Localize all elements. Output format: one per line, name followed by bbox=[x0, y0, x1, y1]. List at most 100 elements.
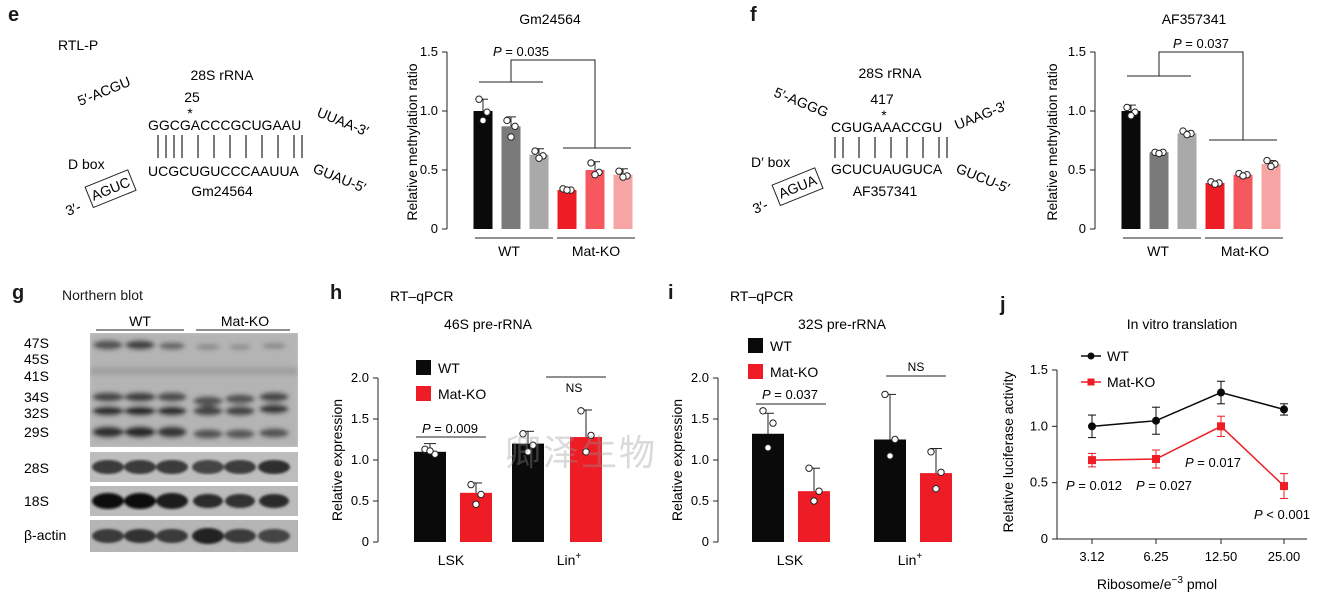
snorna-3prime: 3′- bbox=[63, 198, 83, 219]
chart-j-series-line bbox=[1091, 425, 1285, 487]
chart-h-xlabel-lsk: LSK bbox=[438, 552, 465, 568]
chart-f-data-point bbox=[1211, 180, 1219, 188]
chart-i-y-tick-label: 2.0 bbox=[691, 370, 709, 385]
chart-f-data-point bbox=[1127, 112, 1135, 120]
chart-j-x-tick-label: 6.25 bbox=[1143, 549, 1168, 564]
chart-j-point-wt bbox=[1217, 388, 1225, 397]
panel-label-i: i bbox=[668, 282, 674, 304]
star-mark-f: * bbox=[881, 107, 887, 123]
chart-i-data-point bbox=[932, 485, 940, 493]
chart-f-bar bbox=[1121, 111, 1141, 229]
dbox-label: D box bbox=[68, 156, 105, 172]
chart-f-data-point bbox=[1155, 149, 1163, 158]
band-34s: 34S bbox=[24, 389, 49, 405]
chart-f-data-point bbox=[1263, 156, 1271, 165]
chart-f-y-tick-label: 0.5 bbox=[1068, 162, 1086, 177]
chart-e-bar bbox=[585, 170, 605, 229]
chart-i-plot: 0 0.5 1.0 1.5 2.0 bbox=[691, 370, 952, 549]
chart-e-data-point bbox=[483, 108, 491, 116]
chart-j-legend-ko: Mat-KO bbox=[1107, 374, 1155, 390]
rrna-3prime-f: UAAG-3′ bbox=[952, 97, 1009, 132]
band-47s: 47S bbox=[24, 335, 49, 351]
chart-f-bar bbox=[1261, 164, 1281, 229]
chart-j-y-tick-label: 0.5 bbox=[1030, 475, 1048, 490]
chart-e-bar bbox=[613, 174, 633, 229]
chart-j-point-ko bbox=[1280, 482, 1288, 491]
band-18s: 18S bbox=[24, 493, 49, 509]
base-pair-lines bbox=[157, 135, 303, 158]
dbox-box: AGUC bbox=[84, 169, 137, 209]
chart-i-method: RT–qPCR bbox=[730, 288, 794, 304]
blot-image-28s bbox=[90, 452, 298, 482]
chart-h-data-point bbox=[477, 490, 485, 499]
star-mark: * bbox=[187, 105, 193, 121]
chart-e-bar bbox=[557, 190, 577, 229]
rrna-label-f: 28S rRNA bbox=[858, 65, 922, 81]
dbox-label-f: D′ box bbox=[751, 154, 790, 170]
band-41s: 41S bbox=[24, 368, 49, 384]
chart-e-data-point bbox=[475, 95, 483, 103]
chart-f-bar bbox=[1233, 174, 1253, 229]
chart-f-data-point bbox=[1267, 162, 1275, 171]
chart-f-data-point bbox=[1183, 130, 1191, 139]
chart-h-data-point bbox=[467, 480, 475, 489]
snorna-5prime: GUAU-5′ bbox=[311, 160, 369, 196]
chart-f-data-point bbox=[1239, 172, 1247, 180]
rrna-5prime-f: 5′-AGGG bbox=[772, 84, 831, 120]
dbox-seq-f: AGUA bbox=[776, 172, 819, 202]
position-label-f: 417 bbox=[870, 91, 894, 107]
blot-group-wt: WT bbox=[129, 313, 151, 329]
chart-e-significance-bracket bbox=[479, 59, 631, 149]
chart-h-y-tick-label: 2.0 bbox=[351, 370, 369, 385]
chart-j-pvalue-1: P = 0.012 bbox=[1066, 478, 1122, 493]
rrna-top-seq-f: CGUGAAACCGU bbox=[831, 119, 942, 135]
chart-f-ylabel: Relative methylation ratio bbox=[1044, 63, 1060, 220]
chart-j-legend-wt: WT bbox=[1107, 348, 1129, 364]
chart-i-legend-ko-swatch bbox=[748, 364, 763, 379]
panel-label-e: e bbox=[8, 4, 20, 26]
chart-i-data-point bbox=[805, 464, 813, 472]
chart-e-title: Gm24564 bbox=[519, 11, 581, 27]
chart-i-data-point bbox=[769, 419, 777, 427]
position-label: 25 bbox=[184, 89, 200, 105]
panel-label-j: j bbox=[1000, 294, 1006, 316]
chart-j: In vitro translation Relative luciferase… bbox=[1000, 316, 1310, 592]
chart-i-data-point bbox=[815, 487, 823, 495]
band-28s: 28S bbox=[24, 460, 49, 476]
chart-e-bar bbox=[473, 111, 493, 229]
chart-i-data-point bbox=[810, 497, 818, 505]
chart-j-x-tick-label: 25.00 bbox=[1268, 549, 1301, 564]
chart-h-y-tick-label: 0.5 bbox=[351, 493, 369, 508]
panel-label-f: f bbox=[750, 4, 757, 26]
chart-e-bar bbox=[501, 126, 521, 229]
chart-h-data-point bbox=[529, 441, 537, 449]
chart-f-significance-bracket bbox=[1127, 51, 1277, 141]
chart-f-y-tick-label: 1.0 bbox=[1068, 103, 1086, 118]
chart-i-y-tick-label: 1.0 bbox=[691, 452, 709, 467]
blot-image-actin bbox=[90, 520, 298, 552]
rrna-top-seq: GGCGACCCGCUGAAU bbox=[148, 117, 301, 133]
chart-h-data-point bbox=[582, 448, 590, 456]
snorna-seq-f: GCUCUAUGUCA bbox=[831, 161, 943, 177]
snorna-5prime-f: GUCU-5′ bbox=[954, 160, 1013, 196]
chart-e-data-point bbox=[535, 154, 543, 162]
panel-e-diagram: RTL-P 28S rRNA 25 * 5′-ACGU GGCGACCCGCUG… bbox=[58, 37, 371, 219]
panel-label-h: h bbox=[330, 282, 343, 304]
chart-h-legend-ko: Mat-KO bbox=[438, 386, 486, 402]
chart-h-y-tick-label: 0 bbox=[362, 534, 369, 549]
band-29s: 29S bbox=[24, 424, 49, 440]
chart-h-data-point bbox=[577, 407, 585, 415]
chart-h-data-point bbox=[587, 431, 595, 440]
chart-j-point-ko bbox=[1152, 455, 1160, 464]
chart-e-data-point bbox=[479, 116, 487, 125]
rtlp-label: RTL-P bbox=[58, 37, 98, 53]
chart-e-data-point bbox=[615, 167, 623, 175]
chart-i-legend-wt-swatch bbox=[748, 338, 763, 353]
chart-e-data-point bbox=[507, 133, 515, 141]
chart-j-plot: 0 0.5 1.0 1.5 3.12 6.25 12.50 25.00 bbox=[1030, 362, 1307, 564]
chart-h-data-point bbox=[431, 450, 439, 458]
chart-f-group-ko: Mat-KO bbox=[1221, 243, 1269, 259]
band-45s: 45S bbox=[24, 351, 49, 367]
chart-j-y-tick-label: 1.0 bbox=[1030, 418, 1048, 433]
rrna-3prime: UUAA-3′ bbox=[315, 104, 371, 139]
